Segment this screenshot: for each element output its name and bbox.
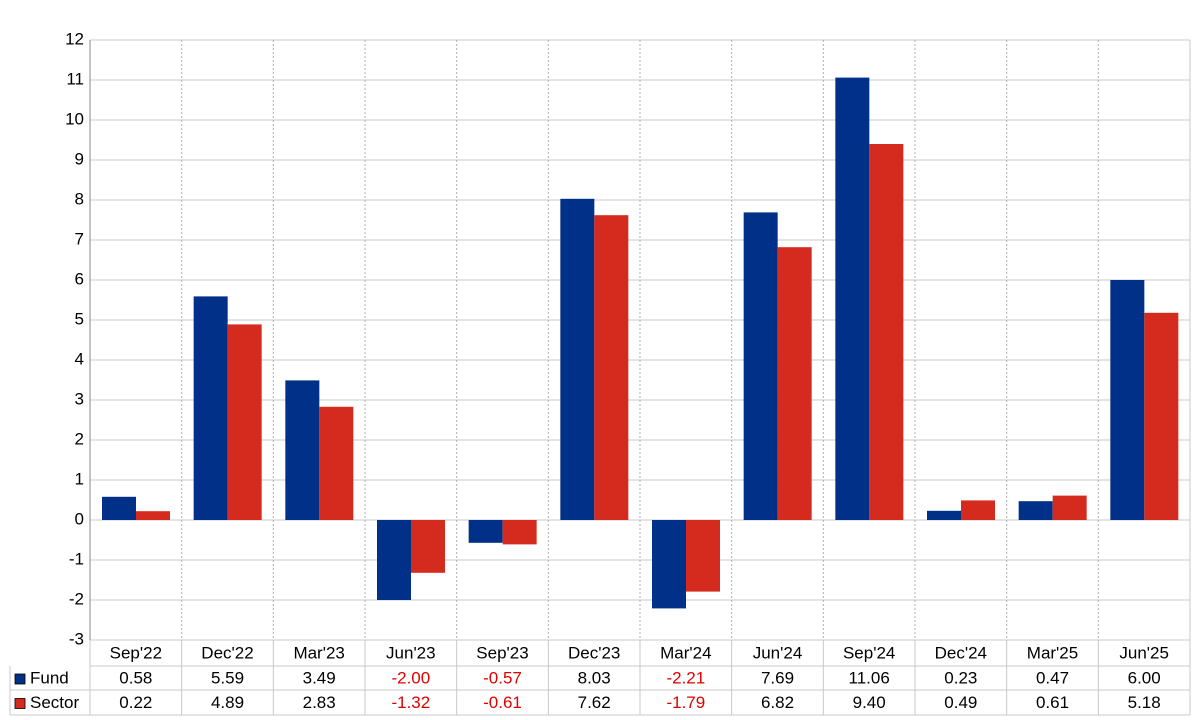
data-label: 4.89	[211, 693, 244, 712]
data-label: 8.03	[578, 668, 611, 687]
x-tick-label: Mar'25	[1027, 643, 1078, 662]
bar	[743, 212, 778, 520]
legend-swatch	[14, 698, 26, 709]
x-tick-label: Jun'23	[386, 643, 436, 662]
data-label: 5.59	[211, 668, 244, 687]
x-tick-label: Sep'24	[843, 643, 895, 662]
x-tick-label: Sep'23	[476, 643, 528, 662]
bar	[319, 406, 354, 520]
bar	[961, 500, 995, 520]
bar	[377, 520, 411, 600]
x-tick-label: Sep'22	[110, 643, 162, 662]
data-label: -1.32	[391, 693, 430, 712]
y-tick-label: 4	[75, 349, 84, 368]
data-label: 2.83	[303, 693, 336, 712]
y-tick-label: 9	[75, 149, 84, 168]
data-label: 9.40	[853, 693, 886, 712]
bar	[468, 520, 503, 543]
y-tick-label: 5	[75, 309, 84, 328]
data-label: 3.49	[303, 668, 336, 687]
data-label: 7.62	[578, 693, 611, 712]
bar	[594, 215, 629, 520]
data-label: 11.06	[849, 668, 890, 687]
data-label: 0.61	[1036, 693, 1069, 712]
bar	[136, 511, 170, 520]
data-label: 5.18	[1128, 693, 1161, 712]
bar	[227, 324, 262, 520]
data-label: -2.21	[666, 668, 705, 687]
legend-swatch	[14, 673, 26, 685]
bar	[927, 510, 961, 520]
data-label: -0.61	[483, 693, 522, 712]
x-tick-label: Jun'25	[1119, 643, 1169, 662]
x-tick-label: Dec'24	[935, 643, 987, 662]
bar	[1144, 312, 1179, 520]
y-tick-label: 8	[75, 189, 84, 208]
data-label: 7.69	[761, 668, 794, 687]
bar	[777, 247, 812, 520]
bar	[502, 520, 537, 545]
y-tick-label: 10	[65, 109, 84, 128]
y-tick-label: 2	[75, 429, 84, 448]
data-label: 0.49	[944, 693, 977, 712]
data-label: 6.00	[1128, 668, 1161, 687]
bar	[1110, 280, 1145, 520]
data-label: 0.58	[119, 668, 152, 687]
data-label: 0.22	[119, 693, 152, 712]
bar	[560, 198, 595, 521]
bar	[686, 520, 720, 592]
y-tick-label: -3	[69, 629, 84, 648]
data-label: -2.00	[391, 668, 430, 687]
x-tick-label: Mar'23	[293, 643, 344, 662]
y-tick-label: 1	[75, 469, 84, 488]
y-tick-label: -1	[69, 549, 84, 568]
bar	[1018, 501, 1053, 520]
y-tick-label: 12	[65, 29, 84, 48]
data-label: -1.79	[666, 693, 705, 712]
x-tick-label: Dec'22	[201, 643, 253, 662]
bar	[652, 520, 686, 609]
x-tick-label: Dec'23	[568, 643, 620, 662]
legend-label: Sector	[30, 693, 79, 712]
x-tick-label: Mar'24	[660, 643, 711, 662]
data-label: 0.47	[1036, 668, 1069, 687]
bar	[869, 144, 904, 520]
y-tick-label: 3	[75, 389, 84, 408]
y-tick-label: 11	[66, 69, 84, 88]
legend-label: Fund	[30, 668, 69, 687]
y-tick-label: -2	[69, 589, 84, 608]
data-label: 0.23	[944, 668, 977, 687]
bar	[1052, 495, 1087, 520]
bar	[411, 520, 445, 573]
bar	[102, 496, 136, 520]
data-label: 6.82	[761, 693, 794, 712]
bar	[285, 380, 320, 520]
y-tick-label: 6	[75, 269, 84, 288]
y-tick-label: 0	[75, 509, 84, 528]
bar	[835, 77, 870, 520]
x-tick-label: Jun'24	[753, 643, 803, 662]
data-label: -0.57	[483, 668, 522, 687]
y-tick-label: 7	[75, 229, 84, 248]
bar	[193, 296, 228, 520]
